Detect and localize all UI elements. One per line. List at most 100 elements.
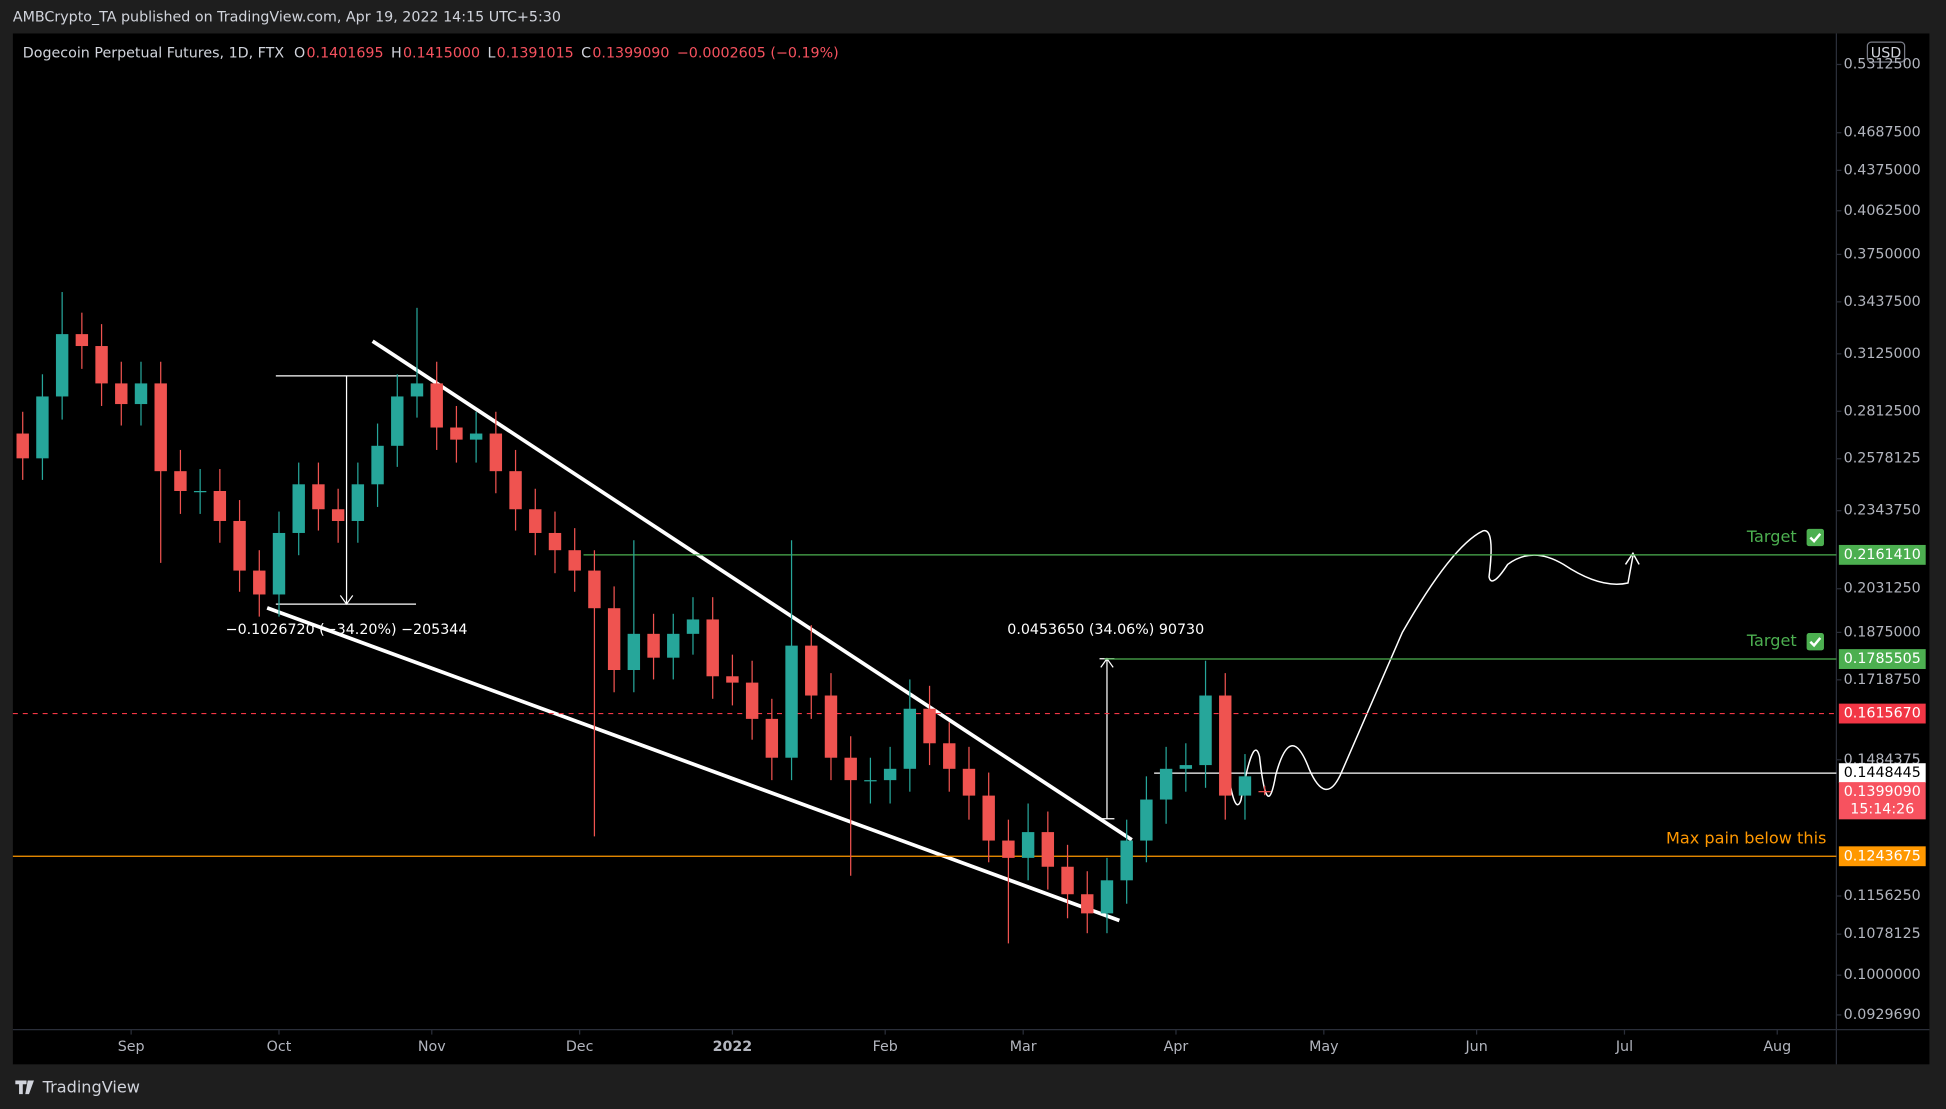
candle-body <box>923 708 936 744</box>
x-tick-label: Mar <box>1010 1039 1037 1055</box>
candle-body <box>272 532 286 595</box>
candle-body <box>864 780 877 782</box>
candle-body <box>1199 695 1212 766</box>
x-tick-label: Jun <box>1464 1039 1487 1055</box>
x-tick-label: Oct <box>267 1039 292 1055</box>
y-tick-label: 0.1875000 <box>1844 624 1921 640</box>
candle-body <box>469 433 483 440</box>
legend-change: −0.0002605 (−0.19%) <box>677 45 839 61</box>
y-tick-label: 0.3437500 <box>1844 294 1921 310</box>
price-label-box <box>1838 703 1926 724</box>
candle-body <box>1219 695 1232 796</box>
legend-key: H <box>391 45 402 61</box>
measure-label: 0.0453650 (34.06%) 90730 <box>1007 622 1204 638</box>
plot-area <box>12 33 1930 1065</box>
price-label: 0.1243675 <box>1844 848 1921 864</box>
candle-body <box>1021 832 1035 858</box>
price-label-box <box>1838 649 1926 669</box>
candle-body <box>568 550 581 571</box>
candle-body <box>95 346 108 384</box>
legend-key: C <box>581 45 591 61</box>
check-box <box>1806 528 1824 547</box>
candle-body <box>134 383 148 405</box>
y-tick-label: 0.4687500 <box>1844 125 1921 141</box>
candle-body <box>588 570 601 609</box>
candle-body <box>174 471 187 491</box>
wedge-upper <box>371 339 1133 842</box>
candle-body <box>331 509 345 521</box>
candle-body <box>883 768 897 781</box>
candle-body <box>1002 840 1015 858</box>
wedge-lower <box>266 606 1121 923</box>
x-tick-label: Sep <box>118 1039 145 1055</box>
candle-body <box>1061 866 1074 895</box>
currency-box <box>1866 41 1906 63</box>
candle-body <box>312 484 325 510</box>
candle-body <box>193 490 207 493</box>
x-tick-label: Jul <box>1615 1039 1633 1055</box>
candle-body <box>824 695 838 758</box>
candle-body <box>1140 799 1153 841</box>
candle-body <box>686 619 700 634</box>
candle-body <box>430 383 443 428</box>
legend-value: 0.1401695 <box>306 45 383 61</box>
price-label: 0.1785505 <box>1844 651 1921 667</box>
symbol: Dogecoin Perpetual Futures, 1D, FTX <box>23 45 285 61</box>
candle-body <box>213 490 227 521</box>
price-label-box <box>1838 846 1926 867</box>
candle-body <box>647 633 660 658</box>
drawings <box>266 339 1640 923</box>
measure-label: −0.1026720 (−34.20%) −205344 <box>226 622 468 638</box>
candle-body <box>529 509 542 533</box>
legend-key: L <box>487 45 495 61</box>
candle-body <box>706 619 719 677</box>
candle-body <box>745 682 759 719</box>
currency: USD <box>1871 45 1901 61</box>
y-tick-label: 0.2812500 <box>1844 403 1921 419</box>
candle-body <box>765 718 779 758</box>
candle-body <box>1179 765 1193 769</box>
candle-body <box>489 433 503 472</box>
line-note: Target <box>1746 527 1797 546</box>
legend-key: O <box>294 45 305 61</box>
candle-body <box>667 633 680 658</box>
x-tick-label: Nov <box>418 1039 446 1055</box>
candle-body <box>253 570 266 595</box>
price-label: 0.1448445 <box>1844 765 1921 781</box>
x-tick-label: Dec <box>566 1039 594 1055</box>
y-tick-label: 0.0929690 <box>1844 1007 1921 1023</box>
candle-body <box>982 795 995 841</box>
candle-body <box>450 427 463 440</box>
legend-value: 0.1415000 <box>403 45 480 61</box>
price-label: 0.1399090 <box>1844 784 1921 800</box>
projection-path <box>1220 530 1640 806</box>
candle-body <box>391 396 404 446</box>
candle-body <box>548 532 562 551</box>
y-tick-label: 0.2578125 <box>1844 451 1921 467</box>
candle-body <box>371 445 384 485</box>
candle-body <box>627 633 641 671</box>
candle-body <box>1120 840 1133 881</box>
candle-body <box>1041 832 1055 867</box>
price-label: 0.1615670 <box>1844 706 1921 722</box>
published: AMBCrypto_TA published on TradingView.co… <box>13 9 561 25</box>
x-tick-label: Aug <box>1763 1039 1791 1055</box>
y-tick-label: 0.2343750 <box>1844 503 1921 519</box>
check <box>1809 532 1822 544</box>
candle-body <box>509 471 522 510</box>
legend-value: 0.1391015 <box>497 45 574 61</box>
candle-body <box>805 645 818 696</box>
candle-body <box>410 383 424 397</box>
x-tick-label: 2022 <box>713 1039 753 1055</box>
candle-body <box>16 433 29 459</box>
candle-body <box>844 757 857 781</box>
line-note: Target <box>1746 631 1797 650</box>
candle-body <box>55 334 69 397</box>
y-tick-label: 0.1078125 <box>1844 926 1921 942</box>
line-note: Max pain below this <box>1666 828 1827 847</box>
candle-body <box>233 520 246 571</box>
measure-down <box>275 375 417 606</box>
y-tick-label: 0.2031250 <box>1844 581 1921 597</box>
candle-body <box>607 608 621 671</box>
